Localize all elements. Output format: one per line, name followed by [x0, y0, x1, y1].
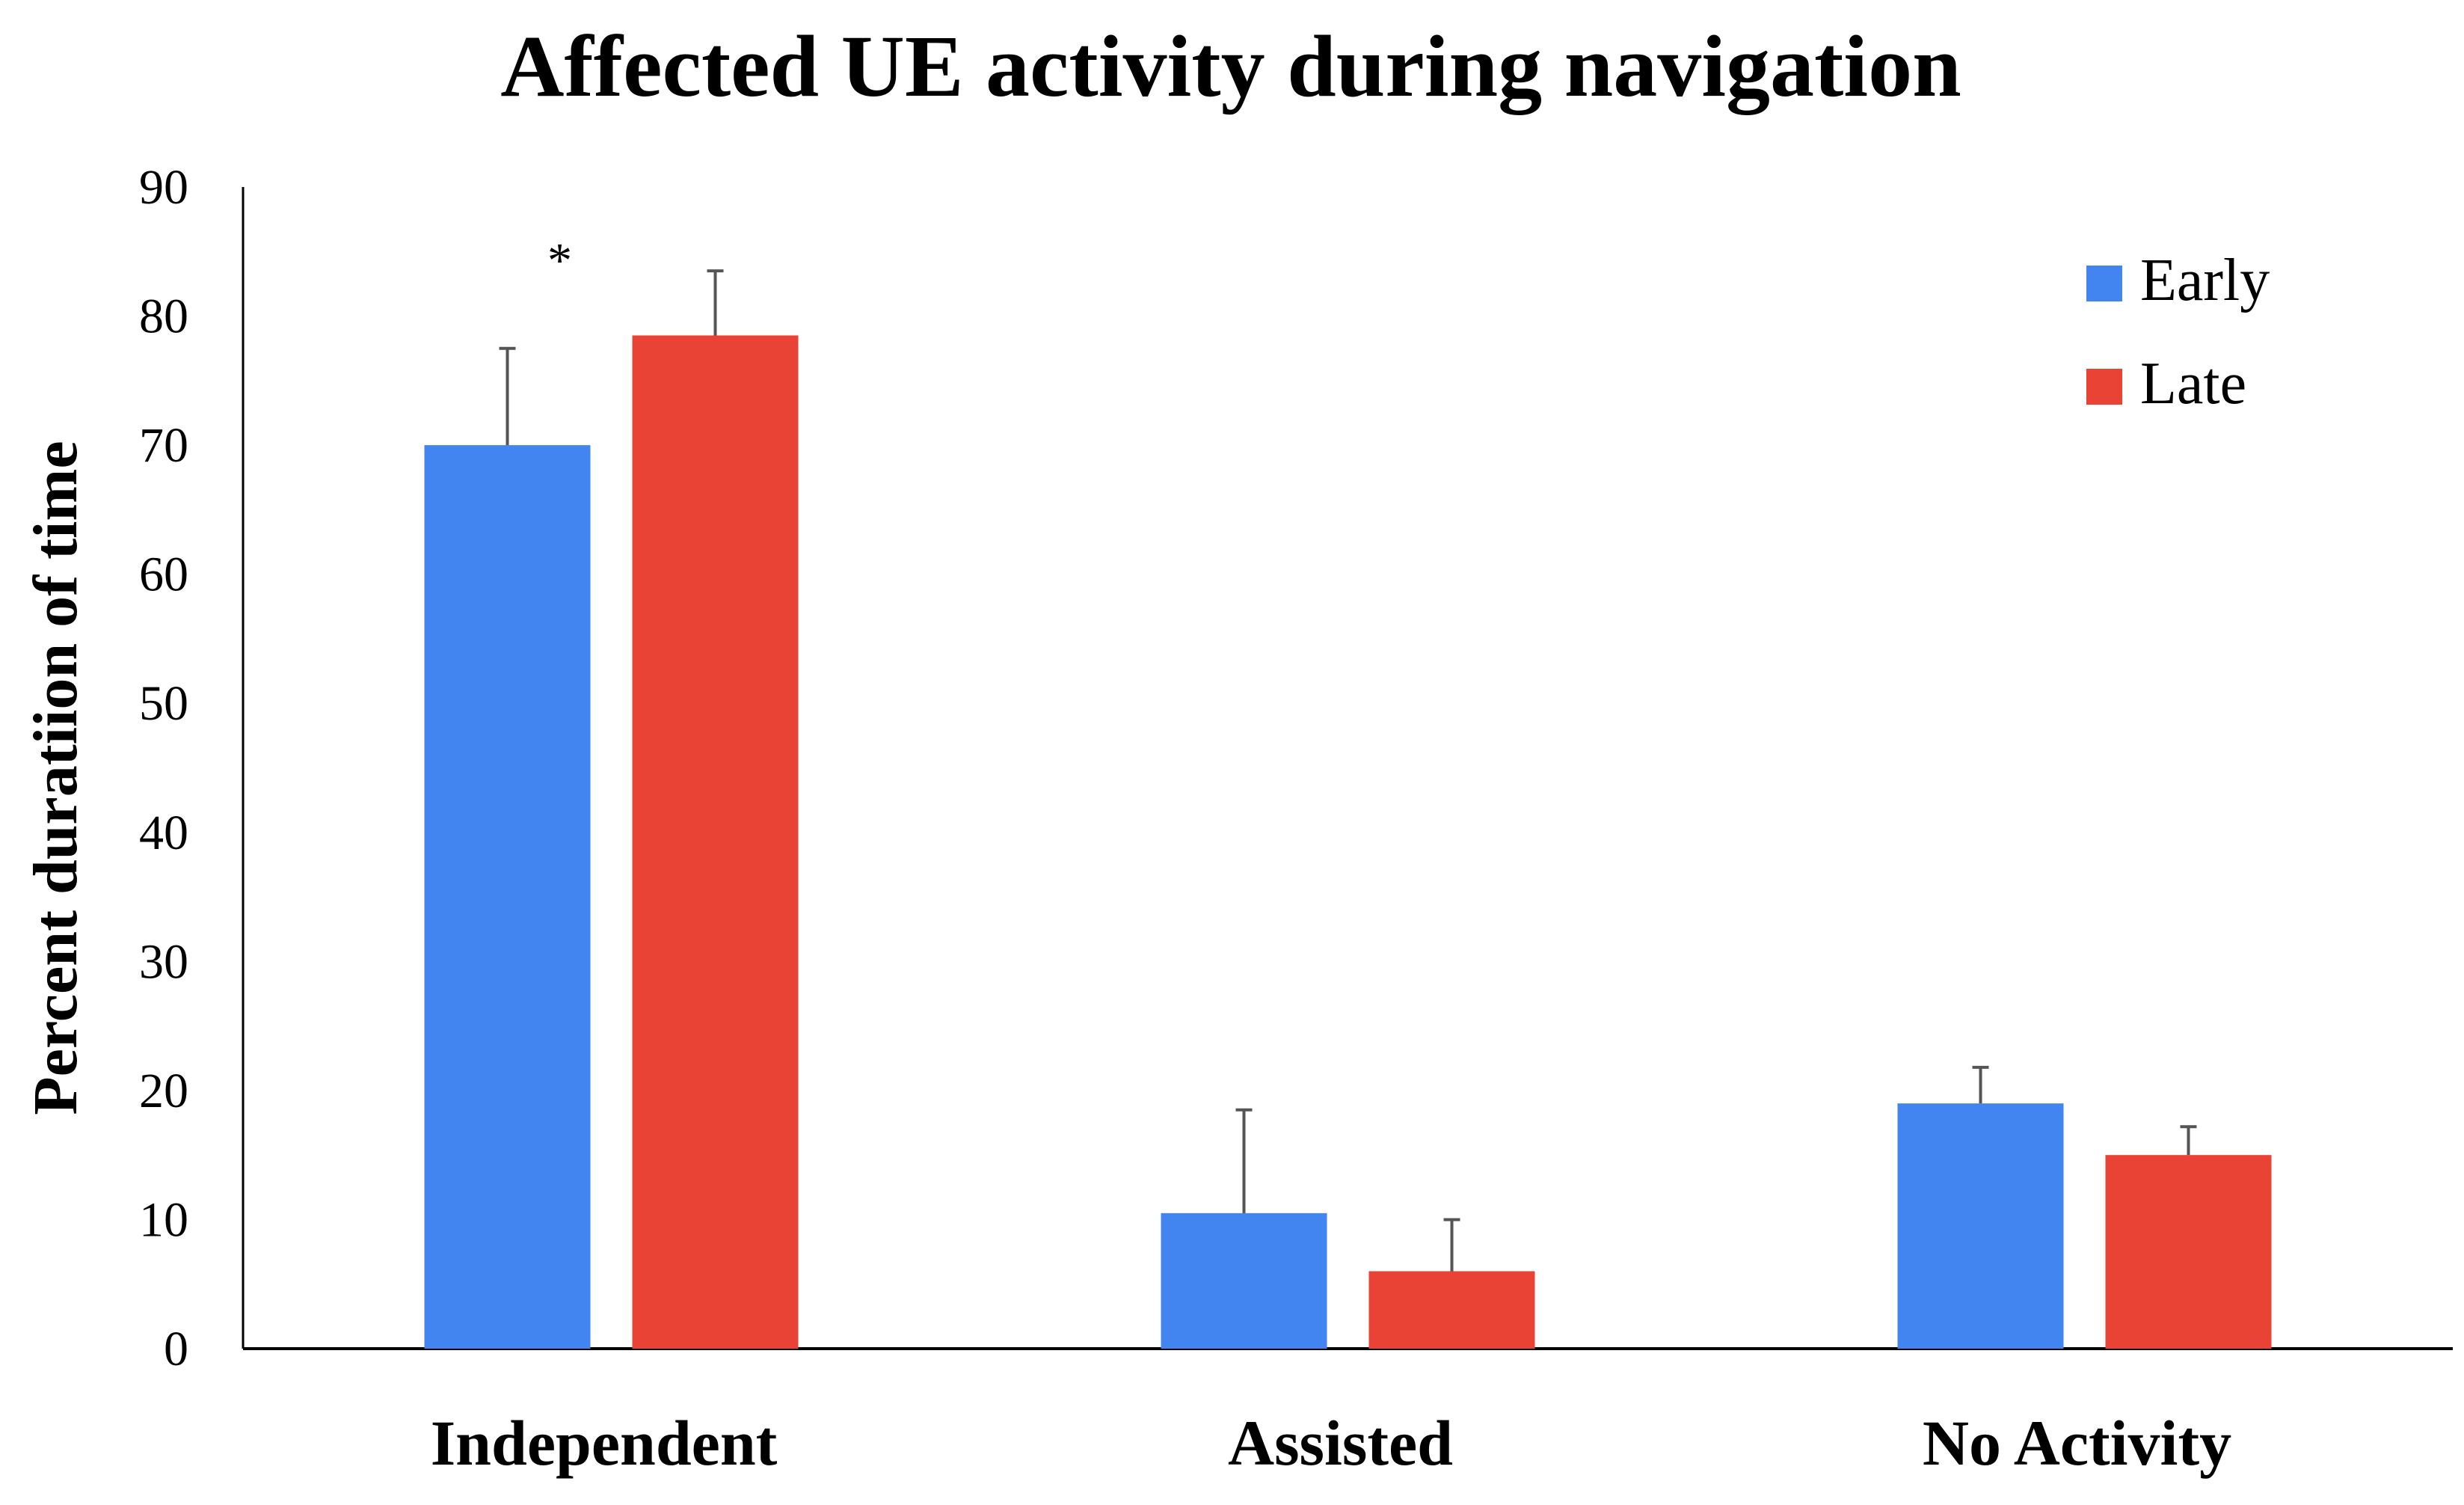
bar-late-assisted — [1368, 1271, 1535, 1349]
legend-swatch-late — [2086, 369, 2122, 405]
legend-label-early: Early — [2140, 248, 2270, 313]
legend-label-late: Late — [2140, 351, 2246, 417]
y-tick-label: 90 — [139, 160, 188, 215]
y-tick-label: 80 — [139, 289, 188, 344]
y-tick-label: 40 — [139, 806, 188, 860]
y-tick-label: 50 — [139, 676, 188, 731]
bar-late-no-activity — [2105, 1155, 2272, 1349]
y-tick-label: 30 — [139, 934, 188, 989]
plot-area: 0 10 20 30 40 50 60 70 80 90 Independent Assisted No… — [139, 160, 2453, 1479]
y-tick-label: 60 — [139, 548, 188, 602]
y-tick-label: 10 — [139, 1192, 188, 1247]
bar-late-independent — [632, 335, 799, 1349]
bar-early-assisted — [1161, 1213, 1327, 1349]
y-tick-label: 70 — [139, 418, 188, 473]
y-tick-label: 20 — [139, 1064, 188, 1118]
x-tick-label-independent: Independent — [431, 1407, 778, 1479]
significance-asterisk: * — [547, 233, 572, 288]
legend-swatch-early — [2086, 266, 2122, 301]
x-tick-label-assisted: Assisted — [1228, 1407, 1453, 1479]
y-axis-label: Percent duratiion of time — [21, 441, 90, 1115]
bar-early-no-activity — [1897, 1103, 2064, 1349]
legend: Early Late — [2086, 248, 2270, 417]
chart-title: Affected UE activity during navigation — [500, 17, 1961, 115]
x-tick-label-no-activity: No Activity — [1923, 1407, 2231, 1479]
bar-early-independent — [424, 445, 591, 1349]
y-tick-label: 0 — [164, 1322, 188, 1376]
